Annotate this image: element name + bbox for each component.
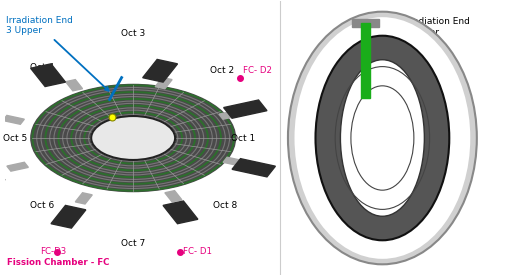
Bar [219,110,241,119]
Circle shape [31,84,235,192]
Text: Oct 1: Oct 1 [231,134,255,142]
Bar [143,59,178,82]
Bar [232,159,276,177]
Text: FC- D2: FC- D2 [243,66,272,75]
Ellipse shape [295,17,470,259]
Bar [163,201,198,224]
Text: Oct 7: Oct 7 [121,239,145,248]
Bar [352,18,379,27]
Bar [75,193,92,204]
Text: Oct 8: Oct 8 [213,201,237,210]
Bar [0,169,5,187]
Text: FC-D3: FC-D3 [40,248,67,256]
Bar [155,78,172,89]
Bar [361,23,370,98]
Circle shape [91,116,175,160]
Text: Oct 4: Oct 4 [30,63,55,73]
Text: Oct 6: Oct 6 [30,201,55,210]
Text: Oct 5: Oct 5 [3,134,27,142]
Text: Oct 3: Oct 3 [121,29,145,38]
Bar [165,191,182,202]
Bar [224,100,267,118]
Bar [7,162,28,171]
Text: Oct 2: Oct 2 [210,66,234,75]
Ellipse shape [340,60,425,216]
Bar [3,115,24,124]
Text: Irradiation End
3 Upper: Irradiation End 3 Upper [376,17,470,57]
Ellipse shape [288,12,477,264]
Bar [223,157,244,166]
Text: Irradiation End
3 Upper: Irradiation End 3 Upper [6,16,109,91]
Bar [51,205,86,228]
Bar [66,79,83,91]
Ellipse shape [315,36,449,240]
Bar [31,64,66,87]
Text: FC- D1: FC- D1 [183,248,212,256]
Text: Fission Chamber - FC: Fission Chamber - FC [7,258,110,267]
